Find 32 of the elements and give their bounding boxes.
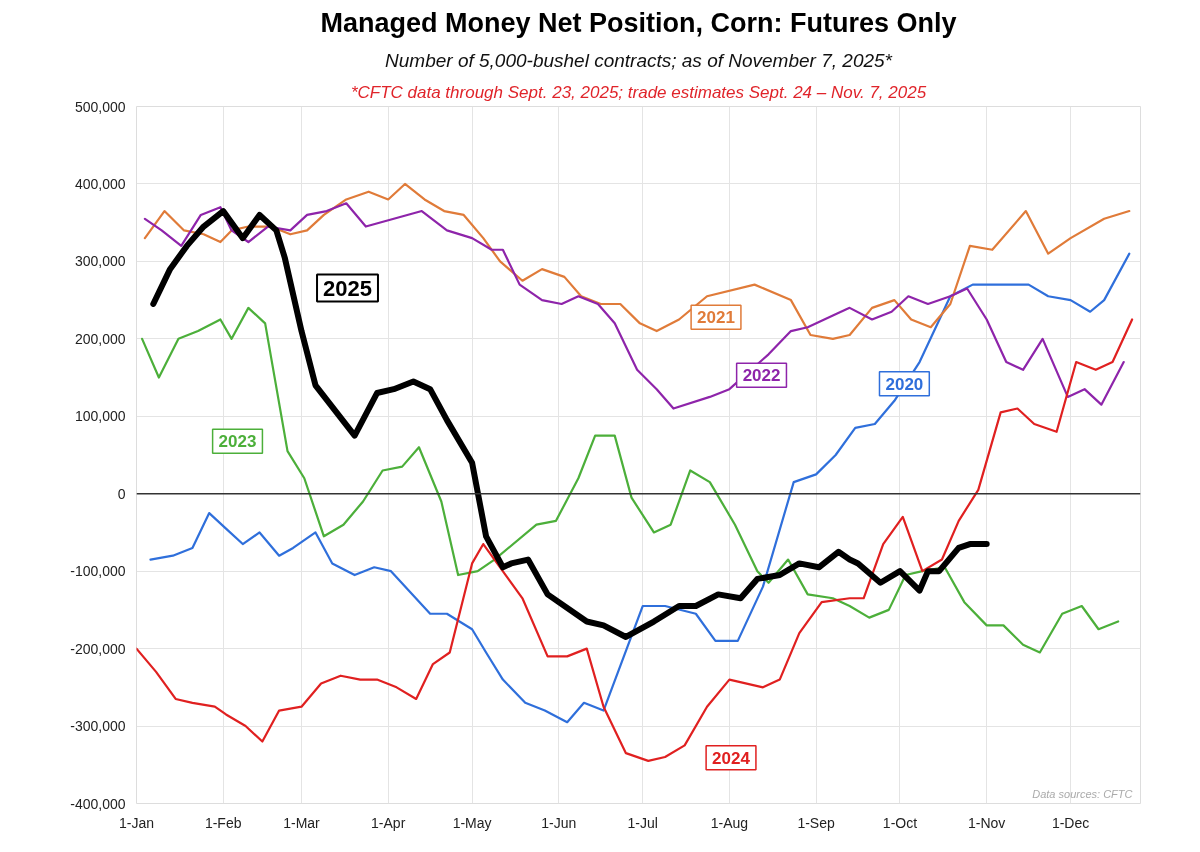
- y-tick-label: -300,000: [70, 718, 126, 735]
- y-tick-label: -200,000: [70, 640, 126, 657]
- series-label: 2020: [885, 374, 924, 394]
- y-tick-label: 200,000: [74, 330, 126, 347]
- y-tick-label: -100,000: [70, 563, 126, 580]
- y-tick-label: 300,000: [74, 253, 126, 270]
- series-label: 2025: [323, 275, 372, 301]
- x-tick-label: 1-Jul: [627, 814, 658, 831]
- y-tick-label: 100,000: [74, 408, 126, 425]
- y-tick-label: 500,000: [74, 98, 126, 115]
- series-label: 2024: [712, 748, 751, 768]
- x-tick-label: 1-Aug: [710, 814, 749, 831]
- x-tick-label: 1-Dec: [1051, 814, 1090, 831]
- y-tick-label: 400,000: [74, 175, 126, 192]
- x-tick-label: 1-Mar: [283, 814, 321, 831]
- chart-title: Managed Money Net Position, Corn: Futures Only: [320, 7, 957, 38]
- x-tick-label: 1-Feb: [204, 814, 242, 831]
- series-label: 2023: [218, 432, 257, 452]
- x-tick-label: 1-May: [452, 814, 492, 831]
- x-tick-label: 1-Jan: [118, 814, 155, 831]
- y-tick-label: -400,000: [70, 795, 126, 812]
- x-tick-label: 1-Sep: [797, 814, 835, 831]
- text: *CFTC data through Sept. 23, 2025; trade estimates Sept. 24 – Nov. 7, 2025: [350, 82, 927, 102]
- annotation: Data sources: CFTC: [1032, 787, 1133, 800]
- y-tick-label: 0: [117, 485, 126, 502]
- series-label: 2021: [697, 308, 735, 328]
- x-tick-label: 1-Oct: [882, 814, 918, 831]
- series-label: 2022: [742, 366, 781, 386]
- chart-subtitle: Number of 5,000-bushel contracts; as of November 7, 2025*: [385, 49, 893, 71]
- x-tick-label: 1-Apr: [371, 814, 406, 831]
- x-tick-label: 1-Jun: [541, 814, 577, 831]
- x-tick-label: 1-Nov: [968, 814, 1006, 831]
